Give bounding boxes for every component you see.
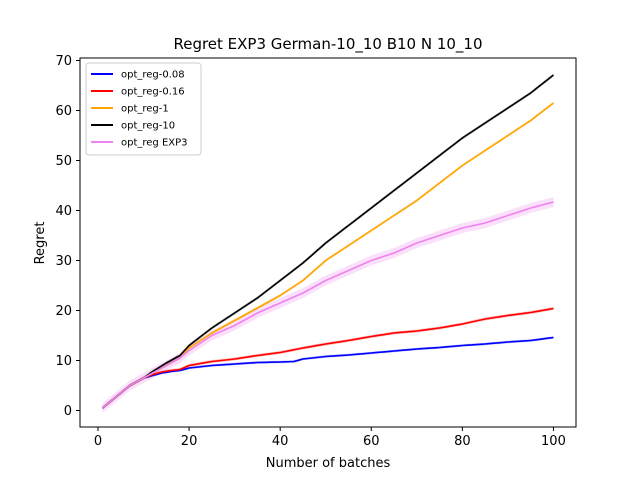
series-band-4 — [102, 197, 554, 413]
series-line-4 — [101, 201, 554, 409]
x-tick-label: 0 — [94, 434, 102, 449]
legend-label: opt_reg EXP3 — [121, 138, 188, 149]
y-axis-title: Regret — [33, 222, 48, 265]
series-line-1 — [101, 307, 554, 409]
y-tick-label: 70 — [55, 54, 72, 69]
plot-frame — [79, 57, 577, 428]
legend-label: opt_reg-0.16 — [121, 87, 185, 98]
chart-title: Regret EXP3 German-10_10 B10 N 10_10 — [173, 35, 482, 54]
y-tick-label: 10 — [55, 354, 72, 369]
y-tick-label: 20 — [55, 304, 72, 319]
x-axis-title: Number of batches — [266, 456, 391, 471]
series-line-0 — [101, 336, 554, 409]
x-tick-label: 20 — [181, 434, 198, 449]
y-tick-label: 0 — [64, 404, 72, 419]
x-axis: 0 20 40 60 80 100 — [94, 427, 566, 449]
x-tick-label: 100 — [541, 434, 566, 449]
y-tick-label: 40 — [55, 204, 72, 219]
x-tick-label: 80 — [454, 434, 471, 449]
y-tick-label: 50 — [55, 154, 72, 169]
y-tick-label: 30 — [55, 254, 72, 269]
legend-label: opt_reg-0.08 — [121, 70, 185, 81]
legend-label: opt_reg-10 — [121, 121, 175, 132]
legend-label: opt_reg-1 — [121, 104, 169, 115]
y-axis: 0 10 20 30 40 50 60 70 — [55, 54, 80, 419]
legend-box — [85, 62, 202, 156]
x-tick-label: 60 — [363, 434, 380, 449]
y-tick-label: 60 — [55, 104, 72, 119]
series-line-3 — [101, 74, 554, 409]
series-lines — [101, 74, 554, 409]
legend: opt_reg-0.08 opt_reg-0.16 opt_reg-1 opt_reg… — [85, 62, 202, 156]
series-band-2 — [102, 101, 554, 410]
x-tick-label: 40 — [272, 434, 289, 449]
